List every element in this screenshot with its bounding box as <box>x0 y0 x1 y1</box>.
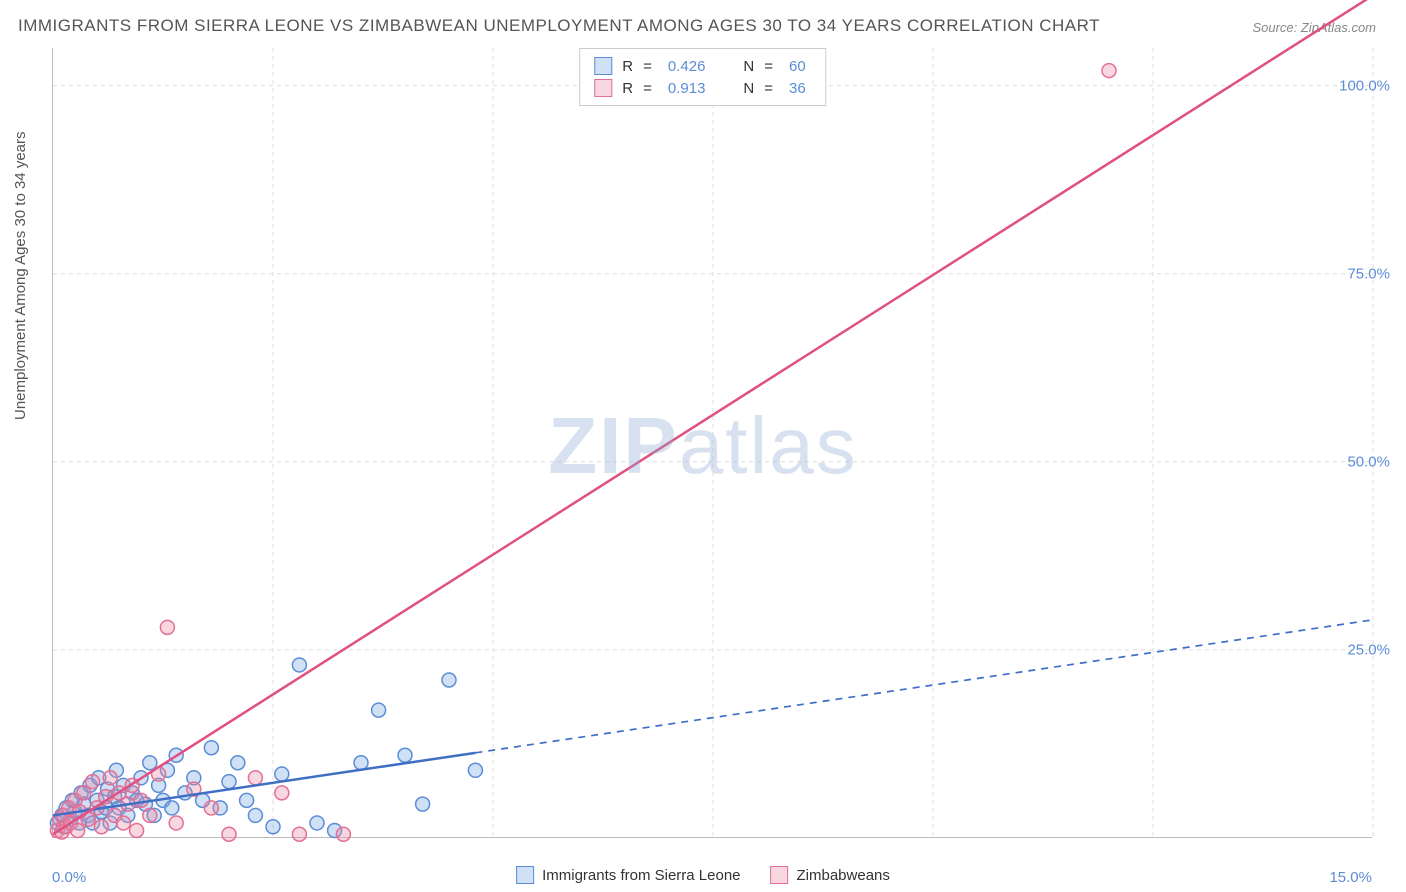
legend-label-0: Immigrants from Sierra Leone <box>542 867 740 884</box>
eq-sign: = <box>764 80 773 97</box>
r-label: R <box>622 58 633 75</box>
legend-swatch-1 <box>594 79 612 97</box>
legend-series-names: Immigrants from Sierra Leone Zimbabweans <box>516 866 890 884</box>
x-tick-1: 15.0% <box>1329 869 1372 886</box>
y-tick-label: 25.0% <box>1347 641 1390 658</box>
y-tick-label: 100.0% <box>1339 77 1390 94</box>
r-value-0: 0.426 <box>668 58 706 75</box>
y-axis-label: Unemployment Among Ages 30 to 34 years <box>12 131 29 420</box>
legend-item-1: Zimbabweans <box>771 866 890 884</box>
plot-area <box>52 48 1372 838</box>
n-value-0: 60 <box>789 58 806 75</box>
legend-swatch-0 <box>594 57 612 75</box>
legend-correlation-box: R = 0.426 N = 60 R = 0.913 N = 36 <box>579 48 826 106</box>
legend-swatch-0b <box>516 866 534 884</box>
x-tick-0: 0.0% <box>52 869 86 886</box>
legend-label-1: Zimbabweans <box>797 867 890 884</box>
legend-row-series-1: R = 0.913 N = 36 <box>594 77 811 99</box>
eq-sign: = <box>643 58 652 75</box>
plot-svg <box>53 48 1372 837</box>
legend-item-0: Immigrants from Sierra Leone <box>516 866 740 884</box>
legend-swatch-1b <box>771 866 789 884</box>
eq-sign: = <box>764 58 773 75</box>
chart-title: IMMIGRANTS FROM SIERRA LEONE VS ZIMBABWE… <box>18 16 1100 36</box>
legend-row-series-0: R = 0.426 N = 60 <box>594 55 811 77</box>
r-label: R <box>622 80 633 97</box>
r-value-1: 0.913 <box>668 80 706 97</box>
n-label: N <box>743 58 754 75</box>
y-tick-label: 50.0% <box>1347 453 1390 470</box>
eq-sign: = <box>643 80 652 97</box>
n-label: N <box>743 80 754 97</box>
correlation-chart: IMMIGRANTS FROM SIERRA LEONE VS ZIMBABWE… <box>0 0 1406 892</box>
y-tick-label: 75.0% <box>1347 265 1390 282</box>
n-value-1: 36 <box>789 80 806 97</box>
